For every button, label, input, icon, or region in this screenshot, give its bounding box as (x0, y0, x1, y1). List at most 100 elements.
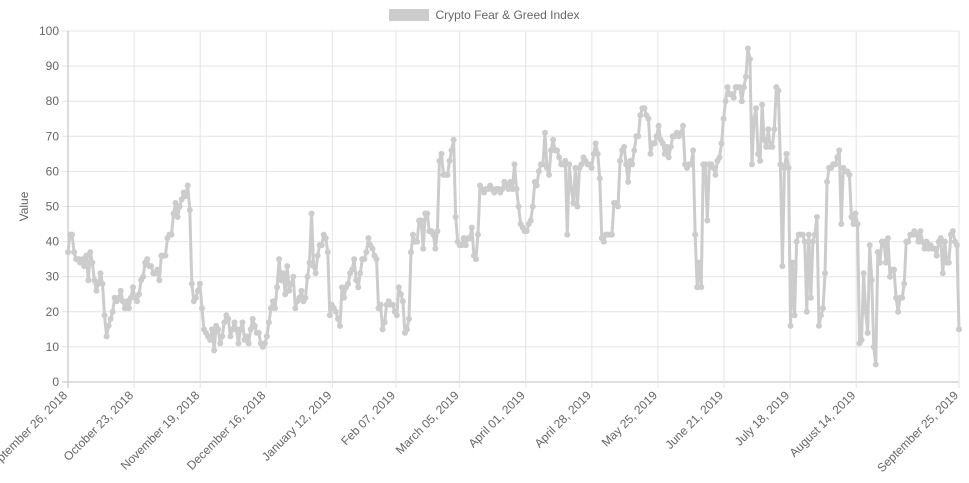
data-point (430, 231, 437, 238)
data-point (653, 133, 660, 140)
data-point (753, 105, 760, 112)
y-tick-label: 30 (46, 270, 60, 284)
data-point (207, 336, 214, 343)
y-tick-label: 100 (39, 24, 59, 38)
data-point (239, 319, 246, 326)
data-point (588, 164, 595, 171)
data-point (710, 164, 717, 171)
data-point (308, 210, 315, 217)
data-point (527, 217, 534, 224)
data-point (247, 326, 254, 333)
data-point (450, 136, 457, 143)
data-point (874, 249, 881, 256)
data-point (91, 277, 98, 284)
data-point (117, 287, 124, 294)
y-tick-label: 50 (46, 200, 60, 214)
data-point (799, 231, 806, 238)
data-point (886, 273, 893, 280)
data-point (566, 161, 573, 168)
data-point (870, 343, 877, 350)
data-point (789, 259, 796, 266)
y-tick-label: 80 (46, 94, 60, 108)
data-point (178, 196, 185, 203)
data-point (949, 228, 956, 235)
data-point (198, 305, 205, 312)
data-point (134, 298, 141, 305)
data-point (740, 84, 747, 91)
data-point (397, 291, 404, 298)
data-point (720, 115, 727, 122)
data-point (292, 305, 299, 312)
x-tick-label: September 26, 2018 (0, 388, 70, 475)
data-point (286, 287, 293, 294)
data-point (637, 112, 644, 119)
data-point (917, 228, 924, 235)
data-point (956, 326, 962, 333)
data-point (265, 319, 272, 326)
data-point (284, 263, 291, 270)
x-tick-label: March 05, 2019 (393, 388, 462, 457)
data-point (759, 101, 766, 108)
data-point (523, 228, 530, 235)
data-point (263, 333, 270, 340)
chart-legend[interactable]: Crypto Fear & Greed Index (0, 8, 969, 22)
data-point (761, 136, 768, 143)
data-point (148, 263, 155, 270)
data-point (472, 256, 479, 263)
data-point (746, 56, 753, 63)
data-point (860, 270, 867, 277)
data-point (836, 147, 843, 154)
data-point (901, 280, 908, 287)
data-point (83, 252, 90, 259)
data-point (357, 270, 364, 277)
data-point (395, 284, 402, 291)
data-point (594, 150, 601, 157)
data-point (848, 214, 855, 221)
data-point (280, 270, 287, 277)
data-point (899, 294, 906, 301)
data-point (785, 164, 792, 171)
data-point (600, 238, 607, 245)
data-point (884, 235, 891, 242)
data-point (420, 245, 427, 252)
data-point (269, 298, 276, 305)
data-point (679, 122, 686, 129)
data-point (651, 140, 658, 147)
data-point (468, 224, 475, 231)
data-point (251, 322, 258, 329)
data-point (891, 266, 898, 273)
data-point (227, 333, 234, 340)
data-point (631, 147, 638, 154)
data-point (820, 305, 827, 312)
data-point (742, 73, 749, 80)
data-point (103, 333, 110, 340)
data-point (399, 298, 406, 305)
data-point (162, 252, 169, 259)
data-point (156, 277, 163, 284)
data-point (677, 129, 684, 136)
data-point (123, 298, 130, 305)
data-point (312, 270, 319, 277)
data-point (541, 129, 548, 136)
y-tick-label: 90 (46, 59, 60, 73)
data-point (379, 326, 386, 333)
data-point (235, 340, 242, 347)
data-point (186, 207, 193, 214)
data-point (444, 171, 451, 178)
data-point (872, 361, 879, 368)
data-point (868, 277, 875, 284)
data-point (349, 266, 356, 273)
legend-swatch (389, 9, 430, 21)
data-point (880, 238, 887, 245)
data-point (667, 143, 674, 150)
data-point (326, 312, 333, 319)
data-point (432, 245, 439, 252)
data-point (237, 326, 244, 333)
data-point (115, 294, 122, 301)
data-point (466, 235, 473, 242)
data-point (215, 326, 222, 333)
data-point (336, 322, 343, 329)
data-point (803, 308, 810, 315)
data-point (231, 319, 238, 326)
data-point (243, 333, 250, 340)
